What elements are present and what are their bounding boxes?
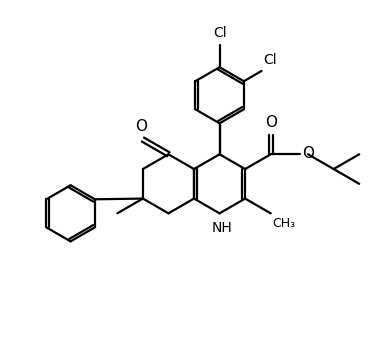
Text: Cl: Cl — [213, 26, 226, 40]
Text: O: O — [265, 115, 277, 130]
Text: CH₃: CH₃ — [273, 217, 296, 230]
Text: O: O — [302, 146, 314, 161]
Text: O: O — [135, 119, 147, 133]
Text: Cl: Cl — [264, 53, 277, 67]
Text: NH: NH — [211, 221, 232, 235]
